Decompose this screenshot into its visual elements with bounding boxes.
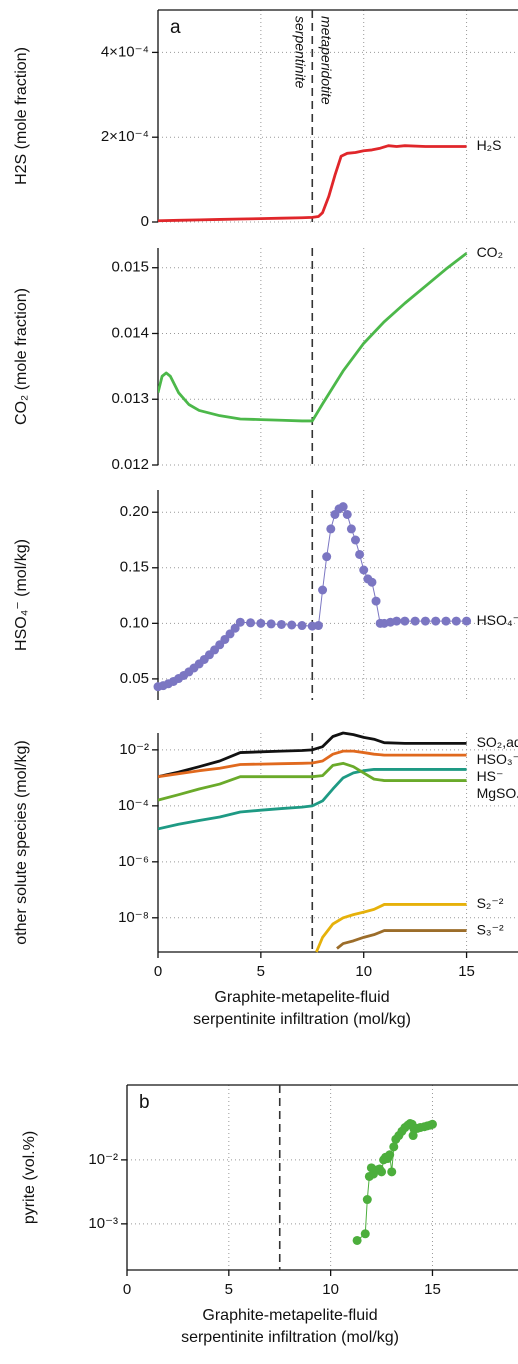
data-point — [318, 585, 328, 595]
y-axis-label: pyrite (vol.%) — [21, 1131, 38, 1224]
data-point — [400, 616, 410, 626]
y-axis-label: CO₂ (mole fraction) — [13, 288, 30, 425]
data-point — [451, 616, 461, 626]
data-point — [346, 524, 356, 534]
series-label: S₂⁻² — [477, 895, 504, 911]
data-point — [420, 616, 430, 626]
x-tick-label: 0 — [123, 1281, 131, 1298]
series-label: HSO₄⁻ — [477, 612, 518, 628]
series-line — [158, 252, 468, 423]
x-axis-label: serpentinite infiltration (mol/kg) — [193, 1011, 411, 1028]
data-point — [352, 1235, 362, 1245]
x-tick-label: 10 — [355, 963, 372, 980]
annotation: serpentinite — [293, 16, 309, 89]
data-point — [427, 1119, 437, 1129]
data-point — [385, 1150, 395, 1160]
data-point — [246, 618, 256, 628]
y-tick-label: 10⁻⁸ — [118, 909, 149, 926]
y-tick-label: 10⁻² — [88, 1151, 118, 1168]
y-axis-label: HSO₄⁻ (mol/kg) — [13, 539, 30, 651]
series-label: SO₂,aq — [477, 734, 518, 750]
data-point — [462, 616, 472, 626]
panel: 10⁻⁸ 10⁻⁶ 10⁻⁴ 10⁻² 0 5 10 15 other solute speci… — [13, 731, 518, 1028]
data-point — [362, 1195, 372, 1205]
data-point — [266, 619, 276, 629]
data-point — [326, 524, 336, 534]
series-label: HS⁻ — [477, 768, 504, 784]
data-point — [297, 621, 307, 631]
data-point — [235, 617, 245, 627]
y-tick-label: 0.012 — [111, 456, 149, 473]
x-axis-label: serpentinite infiltration (mol/kg) — [181, 1329, 399, 1346]
y-tick-label: 0.015 — [111, 259, 149, 276]
data-point — [342, 509, 352, 519]
data-point — [389, 1142, 399, 1152]
y-tick-label: 0.10 — [120, 614, 149, 631]
y-tick-label: 0.15 — [120, 559, 149, 576]
y-tick-label: 0.013 — [111, 390, 149, 407]
y-tick-label: 0.20 — [120, 503, 149, 520]
series-label: S₃⁻² — [477, 921, 504, 937]
series-line — [158, 144, 467, 223]
panel: 0.05 0.10 0.15 0.20 HSO₄⁻ (mol/kg) HSO₄⁻ — [13, 490, 518, 700]
data-point — [431, 616, 441, 626]
x-tick-label: 15 — [424, 1281, 441, 1298]
x-axis-label: Graphite-metapelite-fluid — [214, 989, 389, 1006]
panel: 0.012 0.013 0.014 0.015 CO₂ (mole fraction) C… — [13, 244, 518, 473]
x-tick-label: 10 — [322, 1281, 339, 1298]
x-tick-label: 5 — [225, 1281, 233, 1298]
series-line — [158, 768, 467, 831]
panel-label: b — [139, 1092, 150, 1113]
y-tick-label: 10⁻² — [119, 741, 149, 758]
data-point — [359, 565, 369, 575]
y-tick-label: 4×10⁻⁴ — [101, 43, 149, 60]
x-tick-label: 0 — [154, 963, 162, 980]
y-tick-label: 0 — [141, 213, 149, 230]
y-tick-label: 0.014 — [111, 324, 149, 341]
data-point — [387, 1167, 397, 1177]
data-point — [256, 618, 266, 628]
series-line — [158, 749, 467, 779]
data-point — [338, 502, 348, 512]
data-point — [355, 549, 365, 559]
y-tick-label: 10⁻³ — [88, 1215, 118, 1232]
y-tick-label: 2×10⁻⁴ — [101, 128, 149, 145]
data-point — [392, 616, 402, 626]
x-tick-label: 15 — [458, 963, 475, 980]
series-label: MgSO₄,aq — [477, 785, 518, 801]
series-line — [158, 761, 467, 802]
data-point — [350, 535, 360, 545]
y-axis-label: H2S (mole fraction) — [13, 47, 30, 185]
panel: 10⁻³ 10⁻² 0 5 10 15 pyrite (vol.%) b Graphite-me… — [21, 1084, 518, 1346]
series-line — [315, 903, 467, 953]
data-point — [377, 1167, 387, 1177]
annotation: metaperidotite — [319, 16, 335, 105]
y-tick-label: 10⁻⁴ — [118, 797, 149, 814]
data-point — [441, 616, 451, 626]
series-label: H₂S — [477, 137, 502, 153]
data-point — [367, 577, 377, 587]
data-point — [313, 621, 323, 631]
data-point — [322, 552, 332, 562]
y-tick-label: 10⁻⁶ — [118, 853, 149, 870]
panel: 0 2×10⁻⁴ 4×10⁻⁴ H2S (mole fraction) a serpent… — [13, 9, 518, 230]
data-point — [287, 620, 297, 630]
y-axis-label: other solute species (mol/kg) — [13, 740, 30, 945]
data-point — [410, 616, 420, 626]
series-line — [158, 731, 467, 779]
x-tick-label: 5 — [257, 963, 265, 980]
data-point — [276, 619, 286, 629]
series-line — [336, 929, 467, 950]
series-label: CO₂ — [477, 244, 503, 260]
panel-label: a — [170, 17, 181, 38]
data-point — [371, 596, 381, 606]
series-label: HSO₃⁻ — [477, 751, 518, 767]
data-point — [230, 623, 240, 633]
x-axis-label: Graphite-metapelite-fluid — [202, 1307, 377, 1324]
y-tick-label: 0.05 — [120, 670, 149, 687]
data-point — [360, 1229, 370, 1239]
